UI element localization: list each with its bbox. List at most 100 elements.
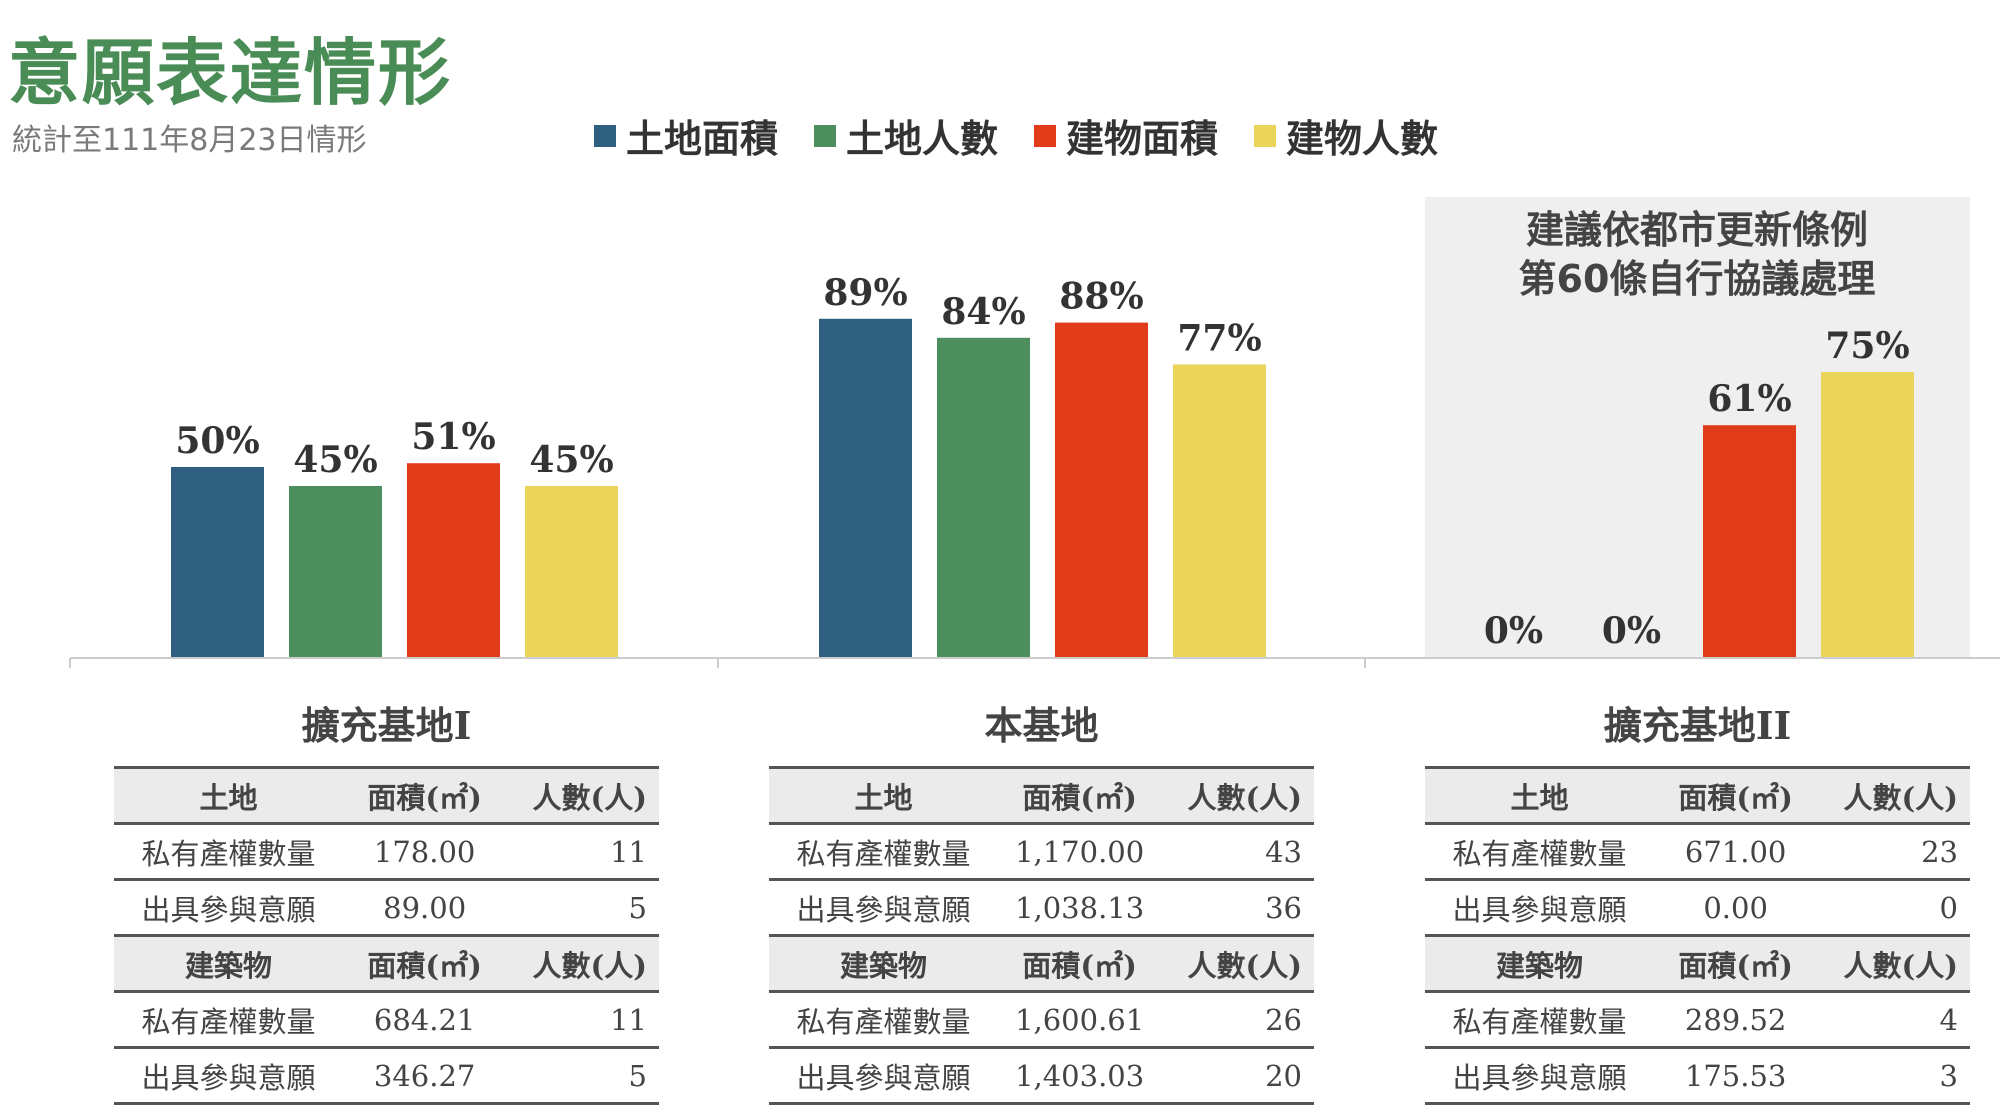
row-area: 0.00 [1703, 890, 1768, 925]
bar-data-label: 50% [175, 420, 259, 462]
page-title: 意願表達情形 [8, 31, 453, 115]
header-cell: 面積(㎡) [367, 948, 482, 983]
row-count: 4 [1939, 1002, 1958, 1037]
bar [1055, 322, 1148, 657]
table-header-row: 建築物 面積(㎡) 人數(人) [1425, 935, 1970, 992]
row-label: 出具參與意願 [141, 1060, 316, 1095]
legend-swatch [1254, 124, 1277, 147]
legend-label: 土地面積 [626, 117, 779, 161]
bar-chart: 建議依都市更新條例 第60條自行協議處理 50% 45% 51% 45% 89% 84% 8… [69, 197, 2000, 668]
table-header-row: 土地 面積(㎡) 人數(人) [769, 767, 1314, 824]
note-line-2: 第60條自行協議處理 [1519, 257, 1876, 301]
header-cell: 面積(㎡) [1678, 780, 1793, 815]
row-area: 671.00 [1684, 834, 1787, 869]
summary-table: 土地 面積(㎡) 人數(人) 私有產權數量 671.00 23 出具參與意願 0… [1425, 766, 1970, 1105]
bar-data-label: 45% [293, 439, 377, 481]
row-count: 0 [1939, 890, 1958, 925]
table-title: 本基地 [984, 703, 1099, 748]
row-area: 1,403.03 [1015, 1058, 1145, 1093]
row-label: 出具參與意願 [1452, 1060, 1627, 1095]
bar-data-label: 89% [823, 272, 907, 314]
row-label: 出具參與意願 [796, 1060, 971, 1095]
header-cell: 面積(㎡) [1022, 780, 1137, 815]
table-row: 出具參與意願 1,038.13 36 [769, 880, 1314, 936]
header-cell: 人數(人) [1843, 780, 1958, 815]
legend-swatch [814, 124, 837, 147]
bar-data-label: 84% [941, 291, 1025, 333]
row-area: 1,600.61 [1015, 1002, 1145, 1037]
table-header-row: 土地 面積(㎡) 人數(人) [114, 767, 659, 824]
legend-swatch [594, 124, 616, 147]
legend-item-building-area: 建物面積 [1034, 108, 1218, 163]
row-count: 36 [1265, 890, 1302, 925]
row-count: 11 [610, 834, 647, 869]
row-count: 5 [628, 1058, 647, 1093]
bar [1703, 425, 1796, 657]
bar-data-label: 75% [1825, 325, 1909, 367]
table-row: 私有產權數量 1,600.61 26 [769, 992, 1314, 1048]
row-area: 346.27 [373, 1058, 476, 1093]
row-count: 23 [1921, 834, 1958, 869]
header-cell: 人數(人) [532, 948, 647, 983]
legend-label: 土地人數 [846, 117, 999, 161]
header-cell: 建築物 [1495, 948, 1583, 983]
bar [1821, 372, 1914, 657]
table-main-site: 本基地 土地 面積(㎡) 人數(人) 私有產權數量 1,170.00 43 出具… [769, 695, 1314, 1105]
row-count: 20 [1265, 1058, 1302, 1093]
table-header-row: 建築物 面積(㎡) 人數(人) [769, 935, 1314, 992]
row-label: 出具參與意願 [796, 892, 971, 927]
row-area: 89.00 [383, 890, 467, 925]
table-row: 私有產權數量 684.21 11 [114, 992, 659, 1048]
bar [937, 337, 1030, 657]
header-cell: 人數(人) [1187, 780, 1302, 815]
row-count: 26 [1265, 1002, 1302, 1037]
page-subtitle: 統計至111年8月23日情形 [12, 123, 367, 158]
row-label: 私有產權數量 [141, 1004, 316, 1039]
legend-item-land-count: 土地人數 [814, 108, 998, 163]
table-row: 出具參與意願 1,403.03 20 [769, 1048, 1314, 1104]
bar [525, 486, 618, 657]
row-label: 私有產權數量 [141, 836, 316, 871]
bar-data-label: 88% [1059, 276, 1143, 318]
table-title: 擴充基地II [1603, 703, 1792, 748]
header-cell: 土地 [1510, 780, 1569, 815]
legend-item-building-count: 建物人數 [1254, 108, 1438, 163]
bar [819, 318, 912, 657]
row-label: 出具參與意願 [1452, 892, 1627, 927]
legend-label: 建物面積 [1066, 117, 1219, 161]
bar-data-label: 51% [411, 416, 495, 458]
row-area: 684.21 [373, 1002, 476, 1037]
table-expansion-site-2: 擴充基地II 土地 面積(㎡) 人數(人) 私有產權數量 671.00 23 出… [1425, 695, 1970, 1105]
bar [407, 463, 500, 657]
bar [171, 467, 264, 657]
bar-data-label: 61% [1707, 378, 1791, 420]
table-row: 出具參與意願 175.53 3 [1425, 1048, 1970, 1104]
table-header-row: 土地 面積(㎡) 人數(人) [1425, 767, 1970, 824]
header-cell: 面積(㎡) [1678, 948, 1793, 983]
row-area: 175.53 [1684, 1058, 1787, 1093]
row-area: 289.52 [1684, 1002, 1787, 1037]
header-cell: 面積(㎡) [367, 780, 482, 815]
chart-legend: 土地面積 土地人數 建物面積 建物人數 [594, 108, 1438, 163]
header-cell: 人數(人) [1843, 948, 1958, 983]
row-label: 私有產權數量 [796, 836, 971, 871]
table-row: 私有產權數量 671.00 23 [1425, 824, 1970, 880]
row-label: 私有產權數量 [1452, 836, 1627, 871]
table-expansion-site-1: 擴充基地I 土地 面積(㎡) 人數(人) 私有產權數量 178.00 11 出具… [114, 695, 659, 1105]
bar [1173, 364, 1266, 657]
bar-data-label: 0% [1602, 610, 1661, 652]
legend-item-land-area: 土地面積 [594, 108, 778, 163]
header-cell: 人數(人) [1187, 948, 1302, 983]
table-row: 私有產權數量 289.52 4 [1425, 992, 1970, 1048]
summary-table: 土地 面積(㎡) 人數(人) 私有產權數量 178.00 11 出具參與意願 8… [114, 766, 659, 1105]
header-cell: 土地 [854, 780, 913, 815]
row-area: 178.00 [373, 834, 476, 869]
header-cell: 人數(人) [532, 780, 647, 815]
bar-data-label: 77% [1177, 317, 1261, 359]
table-row: 出具參與意願 346.27 5 [114, 1048, 659, 1104]
row-count: 3 [1939, 1058, 1958, 1093]
legend-label: 建物人數 [1286, 117, 1439, 161]
table-row: 私有產權數量 178.00 11 [114, 824, 659, 880]
header-cell: 面積(㎡) [1022, 948, 1137, 983]
row-label: 出具參與意願 [141, 892, 316, 927]
